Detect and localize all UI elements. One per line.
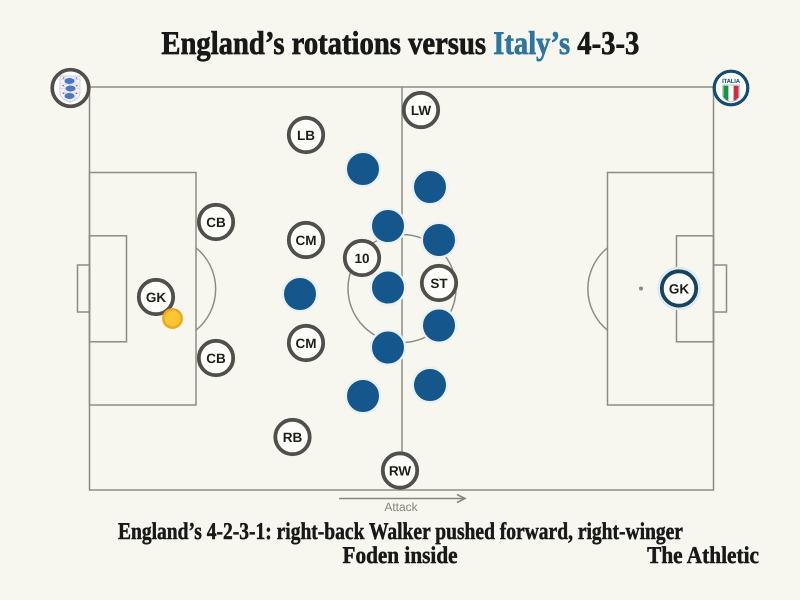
svg-text:LB: LB: [297, 128, 315, 143]
svg-text:RW: RW: [389, 463, 412, 478]
svg-text:CM: CM: [296, 336, 317, 351]
svg-text:CB: CB: [206, 351, 226, 366]
svg-text:LW: LW: [411, 103, 432, 118]
svg-text:GK: GK: [146, 290, 167, 305]
svg-text:RB: RB: [283, 430, 303, 445]
svg-text:ST: ST: [430, 276, 448, 291]
svg-text:GK: GK: [669, 281, 690, 296]
svg-text:10: 10: [354, 251, 369, 266]
svg-text:CM: CM: [296, 233, 317, 248]
svg-text:ITALIA: ITALIA: [722, 78, 741, 85]
svg-text:Attack: Attack: [384, 500, 418, 514]
svg-text:CB: CB: [206, 215, 226, 230]
